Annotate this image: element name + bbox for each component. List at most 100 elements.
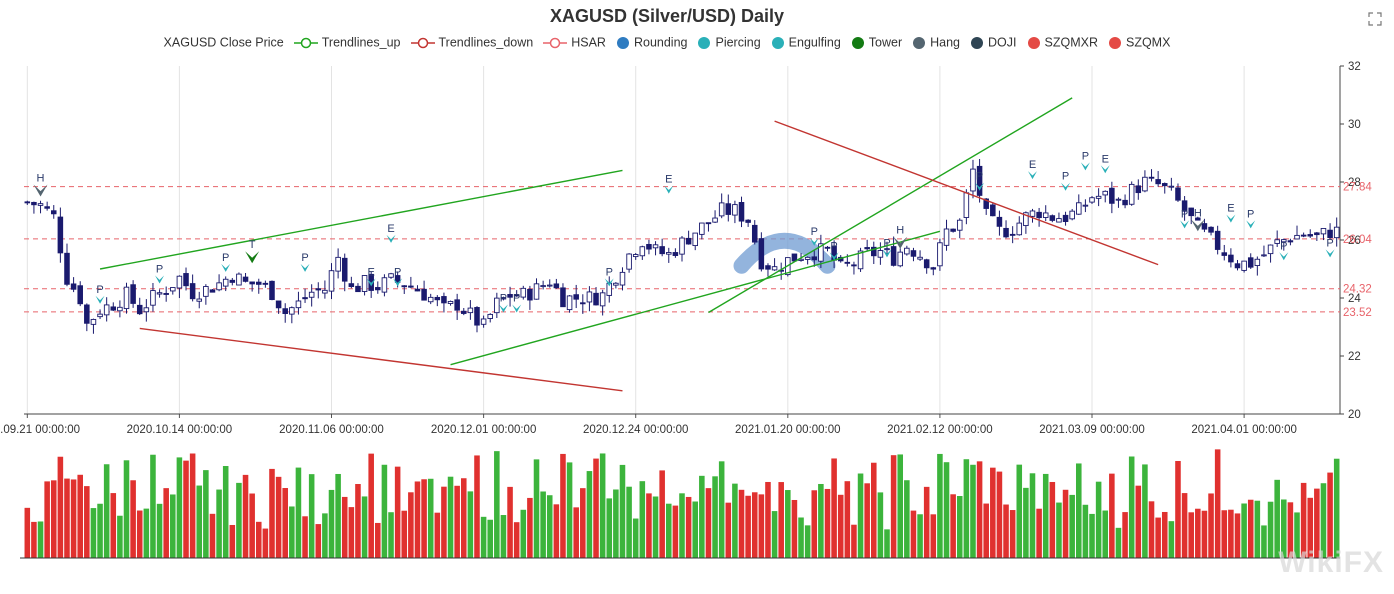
legend-item[interactable]: XAGUSD Close Price: [164, 35, 284, 50]
candle-body: [70, 283, 77, 290]
volume-bar: [480, 516, 487, 558]
x-tick-label: 2020.12.24 00:00:00: [583, 424, 689, 436]
candle-body: [1294, 234, 1300, 240]
volume-bar: [1082, 504, 1089, 558]
candle-body: [130, 284, 136, 304]
candle-body: [791, 253, 798, 262]
y-tick-label: 32: [1348, 61, 1361, 73]
volume-bar: [871, 462, 877, 558]
candle-body: [196, 298, 203, 302]
volume-bar: [1247, 499, 1254, 558]
volume-bar: [136, 510, 143, 558]
candle-body: [447, 300, 454, 304]
chart-title: XAGUSD (Silver/USD) Daily: [549, 6, 785, 26]
volume-bar: [818, 483, 824, 558]
candle-body: [427, 296, 434, 303]
legend-item[interactable]: Engulfing: [771, 35, 841, 50]
legend-item[interactable]: Hang: [912, 35, 960, 50]
candle-body: [189, 283, 196, 300]
volume-bar: [1122, 512, 1128, 558]
candle-body: [494, 297, 500, 314]
volume-bar: [976, 461, 983, 558]
candle-body: [507, 294, 513, 298]
signal-label: P: [301, 252, 308, 264]
volume-bar: [1135, 485, 1142, 558]
volume-bar: [758, 494, 765, 558]
candle-body: [1069, 210, 1075, 220]
volume-bar: [1234, 513, 1241, 558]
signal-label: P: [1247, 208, 1254, 220]
volume-bar: [50, 480, 57, 558]
legend-item[interactable]: Trendlines_up: [293, 35, 401, 50]
volume-bar: [84, 486, 90, 558]
volume-bar: [824, 488, 831, 558]
volume-bar: [692, 501, 699, 558]
legend-item[interactable]: DOJI: [970, 35, 1017, 50]
candle-body: [262, 282, 269, 285]
candle-body: [421, 288, 427, 301]
legend-item[interactable]: HSAR: [543, 35, 606, 50]
volume-bar: [771, 511, 778, 558]
legend-item[interactable]: SZQMX: [1108, 35, 1170, 50]
signal-label: E: [368, 266, 375, 278]
volume-bar: [533, 459, 540, 558]
candle-body: [454, 299, 460, 311]
volume-bar: [659, 470, 665, 558]
volume-bar: [1069, 494, 1075, 558]
volume-bar: [606, 498, 613, 558]
signal-label: E: [1227, 203, 1234, 215]
volume-bar: [1168, 521, 1175, 558]
candle-body: [632, 254, 639, 258]
signal-marker-P: [221, 263, 231, 272]
volume-bar: [454, 485, 460, 558]
candle-body: [923, 259, 930, 269]
volume-bar: [831, 458, 837, 558]
volume-bar: [1049, 481, 1056, 558]
x-tick-label: 2020.10.14 00:00:00: [127, 424, 233, 436]
volume-bar: [1241, 503, 1247, 558]
candle-body: [745, 219, 751, 223]
candle-body: [1175, 187, 1181, 201]
legend-item[interactable]: SZQMXR: [1027, 35, 1098, 50]
volume-bar: [665, 503, 672, 558]
volume-bar: [857, 473, 864, 558]
trendline-up: [450, 230, 941, 366]
candle-body: [328, 270, 335, 292]
x-tick-label: 2020.11.06 00:00:00: [279, 424, 384, 436]
volume-bar: [341, 496, 348, 558]
legend-item[interactable]: Tower: [851, 35, 902, 50]
volume-bar: [414, 481, 421, 558]
expand-icon[interactable]: [1368, 12, 1382, 26]
candle-body: [249, 281, 255, 285]
legend-marker: [851, 36, 864, 49]
volume-bar: [930, 514, 937, 558]
volume-bar: [209, 513, 216, 558]
candle-body: [408, 285, 414, 288]
x-tick-label: 2020.09.21 00:00:00: [0, 424, 80, 436]
candle-body: [1161, 183, 1168, 187]
volume-bar: [712, 476, 718, 558]
candle-body: [1089, 197, 1095, 203]
candle-body: [1333, 226, 1340, 239]
volume-bar: [1294, 512, 1300, 558]
volume-bar: [170, 494, 176, 558]
candle-body: [1208, 226, 1214, 233]
candle-body: [170, 287, 176, 292]
volume-bar: [150, 454, 156, 558]
candle-body: [811, 256, 818, 261]
volume-bar: [652, 496, 659, 558]
candle-body: [1188, 207, 1194, 217]
legend-item[interactable]: Rounding: [616, 35, 687, 50]
candle-body: [176, 275, 183, 289]
volume-bar: [699, 475, 705, 558]
signal-marker-P: [829, 252, 839, 261]
candle-body: [1300, 234, 1307, 237]
volume-bar: [183, 460, 189, 558]
volume-bar: [394, 466, 401, 558]
volume-bar: [500, 515, 507, 558]
signal-label: P: [1062, 171, 1069, 183]
candle-body: [229, 279, 236, 283]
legend-item[interactable]: Trendlines_down: [410, 35, 533, 50]
volume-bar: [566, 462, 573, 558]
legend-item[interactable]: Piercing: [697, 35, 761, 50]
